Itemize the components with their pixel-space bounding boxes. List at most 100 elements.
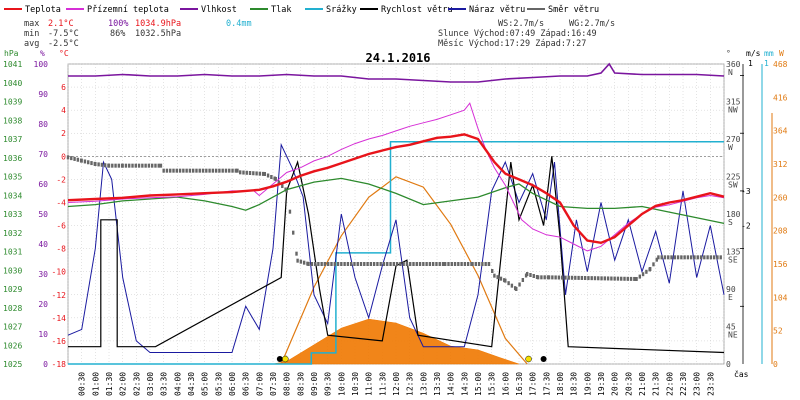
direction-point bbox=[444, 262, 447, 266]
direction-point bbox=[712, 255, 716, 260]
direction-point bbox=[134, 163, 137, 168]
direction-point bbox=[270, 175, 273, 179]
direction-point bbox=[560, 275, 564, 280]
direction-point bbox=[162, 168, 165, 173]
direction-point bbox=[80, 158, 83, 163]
x-tick-label: 20:30 bbox=[624, 372, 633, 396]
pressure-tick: 1037 bbox=[3, 135, 22, 144]
direction-point bbox=[295, 251, 298, 256]
direction-point bbox=[169, 168, 172, 173]
stat-sun: Slunce Východ:07:49 Západ:16:49 bbox=[438, 29, 597, 39]
x-tick-label: 05:00 bbox=[201, 372, 210, 396]
direction-point bbox=[330, 262, 333, 266]
pressure-tick: 1027 bbox=[3, 323, 22, 332]
direction-point bbox=[70, 156, 73, 161]
direction-point bbox=[655, 257, 658, 262]
direction-point bbox=[310, 262, 314, 266]
x-tick-label: 21:30 bbox=[652, 372, 661, 396]
pressure-tick: 1038 bbox=[3, 116, 22, 125]
pressure-tick: 1035 bbox=[3, 173, 22, 182]
direction-tick: 0 bbox=[726, 360, 731, 369]
direction-point bbox=[165, 168, 169, 173]
humidity-tick: 50 bbox=[38, 210, 48, 219]
direction-point bbox=[526, 272, 529, 276]
direction-point bbox=[626, 276, 629, 281]
x-tick-label: 19:00 bbox=[583, 372, 592, 396]
direction-point bbox=[97, 162, 100, 167]
stat-wg: WG:2.7m/s bbox=[569, 19, 615, 29]
axis-tick-rain: 1 bbox=[764, 59, 769, 68]
direction-tick: 180 bbox=[726, 210, 741, 219]
direction-point bbox=[676, 255, 680, 260]
direction-point bbox=[117, 163, 121, 168]
direction-point bbox=[277, 180, 281, 185]
direction-point bbox=[574, 275, 577, 280]
direction-point bbox=[554, 275, 557, 280]
temperature-tick: 4 bbox=[61, 106, 66, 115]
direction-point bbox=[529, 273, 532, 277]
compass-label: S bbox=[728, 218, 733, 227]
x-tick-label: 01:00 bbox=[91, 372, 100, 396]
direction-point bbox=[242, 170, 245, 175]
direction-point bbox=[121, 163, 124, 168]
pressure-tick: 1041 bbox=[3, 60, 22, 69]
wind-tick: -2 bbox=[741, 222, 751, 231]
direction-point bbox=[587, 276, 590, 281]
compass-label: N bbox=[728, 68, 733, 77]
direction-point bbox=[493, 273, 496, 278]
direction-point bbox=[510, 283, 514, 288]
humidity-tick: 10 bbox=[38, 330, 48, 339]
direction-point bbox=[418, 262, 422, 266]
direction-point bbox=[124, 163, 128, 168]
direction-point bbox=[399, 262, 402, 266]
temperature-tick: -2 bbox=[56, 175, 66, 184]
axis-unit-temperature: °C bbox=[59, 49, 69, 58]
direction-point bbox=[635, 277, 638, 281]
x-tick-label: 07:00 bbox=[255, 372, 264, 396]
direction-point bbox=[245, 170, 248, 175]
direction-point bbox=[258, 171, 262, 176]
direction-point bbox=[281, 184, 284, 188]
direction-point bbox=[261, 171, 265, 176]
direction-point bbox=[606, 276, 610, 281]
x-tick-label: 22:00 bbox=[665, 372, 674, 396]
stat-min-hum: 86% bbox=[110, 29, 125, 39]
sunrise-marker bbox=[282, 355, 289, 363]
axis-unit-rain: mm bbox=[764, 49, 774, 58]
direction-point bbox=[680, 255, 683, 260]
humidity-tick: 40 bbox=[38, 240, 48, 249]
direction-point bbox=[703, 255, 706, 260]
legend-label: Směr větru bbox=[548, 5, 599, 15]
direction-point bbox=[327, 262, 330, 266]
stat-min-label: min bbox=[24, 29, 39, 39]
direction-point bbox=[719, 255, 722, 260]
direction-point bbox=[499, 276, 503, 281]
direction-point bbox=[641, 272, 645, 277]
direction-point bbox=[580, 275, 584, 280]
direction-point bbox=[616, 276, 620, 281]
direction-point bbox=[356, 262, 359, 266]
direction-point bbox=[336, 262, 340, 266]
x-tick-label: 16:00 bbox=[501, 372, 510, 396]
moon-rise-marker bbox=[540, 356, 547, 362]
direction-point bbox=[266, 173, 270, 178]
x-tick-label: 04:00 bbox=[173, 372, 182, 396]
wind-tick: -3 bbox=[741, 187, 751, 196]
pressure-tick: 1034 bbox=[3, 191, 22, 200]
direction-point bbox=[638, 274, 642, 279]
wind-line bbox=[68, 156, 725, 354]
direction-point bbox=[205, 168, 208, 173]
humidity-tick: 80 bbox=[38, 120, 48, 129]
direction-point bbox=[100, 162, 104, 167]
direction-point bbox=[567, 275, 570, 280]
direction-point bbox=[402, 262, 405, 266]
direction-point bbox=[623, 276, 626, 281]
direction-point bbox=[292, 230, 295, 235]
direction-point bbox=[583, 276, 587, 281]
direction-point bbox=[94, 162, 97, 166]
direction-point bbox=[693, 255, 696, 260]
x-tick-label: 11:30 bbox=[378, 372, 387, 396]
legend: Teplota Přízemní teplota Vlhkost Tlak Srážky… bbox=[4, 5, 599, 15]
humidity-tick: 20 bbox=[38, 300, 48, 309]
